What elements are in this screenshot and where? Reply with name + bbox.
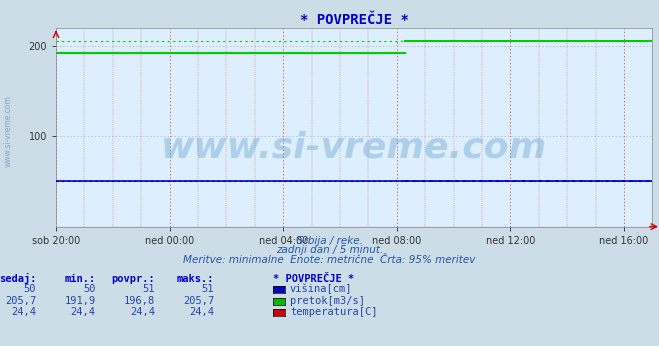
Text: pretok[m3/s]: pretok[m3/s]: [290, 296, 365, 306]
Text: povpr.:: povpr.:: [111, 274, 155, 284]
Text: min.:: min.:: [65, 274, 96, 284]
Text: 191,9: 191,9: [65, 296, 96, 306]
Text: temperatura[C]: temperatura[C]: [290, 307, 378, 317]
Text: višina[cm]: višina[cm]: [290, 284, 353, 294]
Text: 24,4: 24,4: [11, 307, 36, 317]
Text: www.si-vreme.com: www.si-vreme.com: [3, 95, 13, 167]
Text: Srbija / reke.: Srbija / reke.: [297, 236, 362, 246]
Text: 50: 50: [83, 284, 96, 294]
Text: Meritve: minimalne  Enote: metrične  Črta: 95% meritev: Meritve: minimalne Enote: metrične Črta:…: [183, 255, 476, 265]
Text: 205,7: 205,7: [5, 296, 36, 306]
Text: * POVPREČJE *: * POVPREČJE *: [273, 274, 355, 284]
Text: 196,8: 196,8: [124, 296, 155, 306]
Text: 51: 51: [142, 284, 155, 294]
Title: * POVPREČJE *: * POVPREČJE *: [300, 12, 409, 27]
Text: sedaj:: sedaj:: [0, 273, 36, 284]
Text: maks.:: maks.:: [177, 274, 214, 284]
Text: 51: 51: [202, 284, 214, 294]
Text: www.si-vreme.com: www.si-vreme.com: [161, 130, 547, 164]
Text: 24,4: 24,4: [189, 307, 214, 317]
Text: 24,4: 24,4: [71, 307, 96, 317]
Text: zadnji dan / 5 minut.: zadnji dan / 5 minut.: [276, 245, 383, 255]
Text: 24,4: 24,4: [130, 307, 155, 317]
Text: 205,7: 205,7: [183, 296, 214, 306]
Text: 50: 50: [24, 284, 36, 294]
